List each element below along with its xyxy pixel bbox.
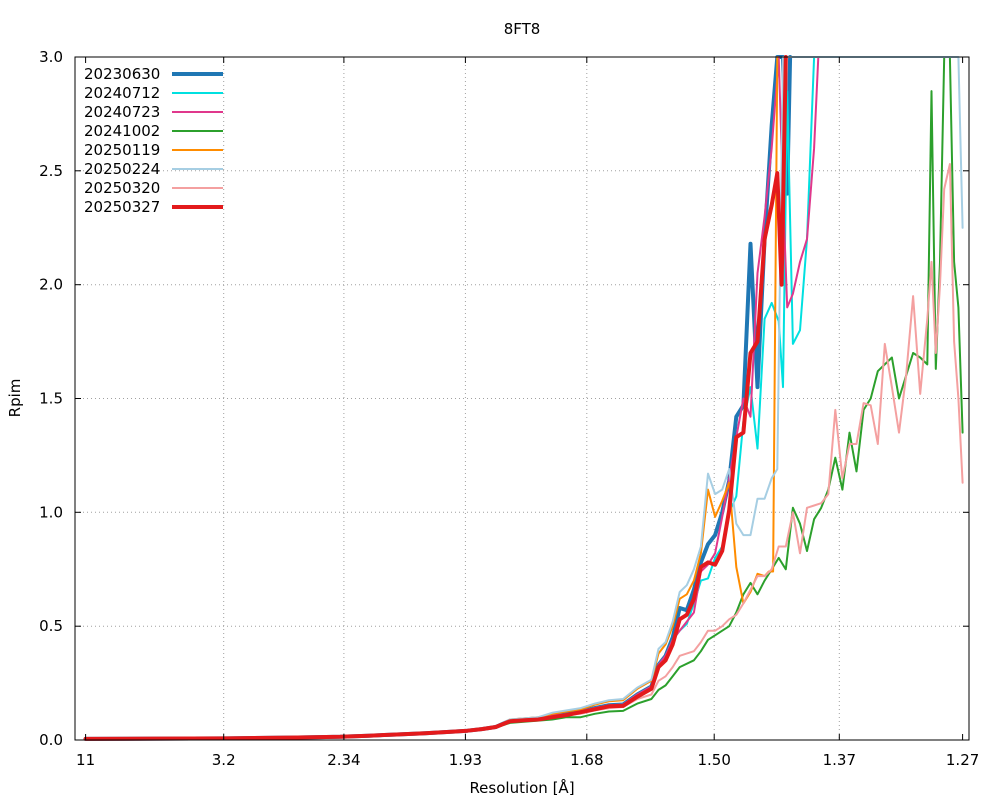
x-tick-label: 1.27 — [946, 751, 979, 769]
legend-label: 20250327 — [84, 198, 160, 216]
x-tick-label: 3.2 — [212, 751, 236, 769]
legend-label: 20240723 — [84, 103, 160, 121]
y-tick-label: 2.5 — [39, 162, 63, 180]
series-line-20250327 — [83, 55, 788, 741]
x-tick-label: 11 — [76, 751, 95, 769]
y-axis-label: Rpim — [6, 379, 24, 418]
x-tick-label: 1.50 — [697, 751, 730, 769]
x-tick-label: 1.68 — [570, 751, 603, 769]
chart-title: 8FT8 — [504, 20, 541, 38]
y-tick-label: 0.5 — [39, 617, 63, 635]
y-tick-label: 3.0 — [39, 48, 63, 66]
series-line-20240723 — [84, 56, 820, 740]
series-line-20230630 — [83, 55, 793, 741]
legend: 2023063020240712202407232024100220250119… — [84, 65, 223, 216]
legend-label: 20241002 — [84, 122, 160, 140]
y-tick-label: 1.5 — [39, 390, 63, 408]
x-axis: 11 3.2 2.34 1.93 1.68 1.50 1.37 1.27 — [76, 57, 979, 769]
data-series-group — [83, 55, 964, 741]
legend-label: 20250320 — [84, 179, 160, 197]
x-tick-label: 1.93 — [449, 751, 482, 769]
grid-lines — [75, 57, 969, 740]
x-axis-label: Resolution [Å] — [469, 778, 574, 797]
y-tick-label: 1.0 — [39, 503, 63, 521]
y-axis: 0.0 0.5 1.0 1.5 2.0 2.5 3.0 — [39, 48, 969, 749]
series-line-20250320 — [84, 163, 964, 740]
legend-label: 20250119 — [84, 141, 160, 159]
y-tick-label: 2.0 — [39, 276, 63, 294]
series-line-20241002 — [84, 56, 964, 740]
plot-frame — [74, 56, 970, 741]
legend-label: 20230630 — [84, 65, 160, 83]
y-tick-label: 0.0 — [39, 731, 63, 749]
legend-label: 20240712 — [84, 84, 160, 102]
x-tick-label: 1.37 — [823, 751, 856, 769]
legend-label: 20250224 — [84, 160, 160, 178]
series-line-20250224 — [84, 56, 964, 740]
x-tick-label: 2.34 — [327, 751, 360, 769]
